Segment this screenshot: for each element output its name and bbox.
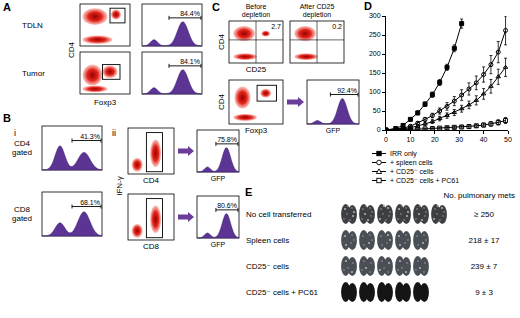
svg-text:IRR only: IRR only [390, 150, 417, 158]
svg-text:Foxp3: Foxp3 [245, 126, 268, 135]
svg-text:After CD25: After CD25 [300, 3, 335, 10]
svg-text:84.1%: 84.1% [180, 58, 200, 65]
svg-text:150: 150 [369, 69, 381, 76]
svg-text:100: 100 [369, 88, 381, 95]
svg-text:75.8%: 75.8% [217, 136, 237, 143]
svg-text:30: 30 [455, 136, 463, 143]
svg-text:0.2: 0.2 [332, 23, 342, 30]
svg-text:CD4: CD4 [67, 41, 76, 58]
svg-text:gated: gated [12, 214, 32, 223]
svg-text:No. pulmonary mets: No. pulmonary mets [443, 191, 515, 200]
svg-text:300: 300 [369, 12, 381, 19]
svg-text:9 ± 3: 9 ± 3 [475, 288, 493, 297]
svg-text:40: 40 [480, 136, 488, 143]
svg-text:CD25: CD25 [246, 65, 267, 74]
svg-text:gated: gated [12, 148, 32, 157]
svg-text:0: 0 [384, 136, 388, 143]
svg-text:84.4%: 84.4% [180, 10, 200, 17]
svg-text:Before: Before [246, 3, 267, 10]
svg-text:250: 250 [369, 31, 381, 38]
svg-text:68.1%: 68.1% [80, 199, 100, 206]
svg-text:200: 200 [369, 50, 381, 57]
svg-text:0: 0 [377, 126, 381, 133]
svg-text:GFP: GFP [326, 127, 341, 134]
svg-text:No cell transferred: No cell transferred [246, 210, 311, 219]
svg-text:239 ± 7: 239 ± 7 [471, 262, 498, 271]
svg-text:B: B [3, 112, 11, 124]
svg-text:CD4: CD4 [217, 93, 226, 110]
svg-text:i: i [14, 128, 16, 138]
svg-text:ii: ii [112, 128, 116, 138]
svg-text:CD4: CD4 [143, 176, 160, 185]
svg-text:depletion: depletion [303, 11, 332, 19]
svg-text:C: C [212, 1, 220, 13]
svg-text:50: 50 [373, 107, 381, 114]
svg-text:D: D [364, 0, 372, 12]
svg-text:GFP: GFP [211, 241, 226, 248]
svg-text:50: 50 [504, 136, 512, 143]
svg-text:Foxp3: Foxp3 [94, 98, 117, 107]
svg-text:CD8: CD8 [143, 242, 160, 251]
svg-text:E: E [245, 186, 252, 198]
svg-text:IFN-γ: IFN-γ [115, 176, 124, 196]
svg-text:GFP: GFP [211, 175, 226, 182]
svg-text:A: A [3, 1, 11, 13]
svg-text:CD25⁻ cells + PC61: CD25⁻ cells + PC61 [246, 288, 319, 297]
svg-text:92.4%: 92.4% [337, 87, 357, 94]
svg-text:80.6%: 80.6% [217, 202, 237, 209]
svg-text:+ spleen cells: + spleen cells [390, 159, 433, 167]
svg-text:+ CD25⁻ cells: + CD25⁻ cells [390, 168, 434, 175]
svg-text:218 ± 17: 218 ± 17 [468, 236, 500, 245]
svg-text:+ CD25⁻ cells + PC61: + CD25⁻ cells + PC61 [390, 177, 459, 184]
svg-text:CD4: CD4 [217, 33, 226, 50]
svg-text:CD8: CD8 [14, 205, 31, 214]
svg-text:depletion: depletion [242, 11, 271, 19]
svg-text:CD25⁻ cells: CD25⁻ cells [246, 262, 289, 271]
svg-text:Spleen cells: Spleen cells [246, 236, 289, 245]
svg-text:Tumor: Tumor [22, 69, 45, 78]
svg-text:20: 20 [431, 136, 439, 143]
svg-text:CD4: CD4 [14, 139, 31, 148]
svg-text:41.3%: 41.3% [80, 133, 100, 140]
svg-text:≥ 250: ≥ 250 [474, 210, 495, 219]
svg-text:2.7: 2.7 [271, 23, 281, 30]
svg-text:10: 10 [407, 136, 415, 143]
svg-text:TDLN: TDLN [22, 21, 43, 30]
